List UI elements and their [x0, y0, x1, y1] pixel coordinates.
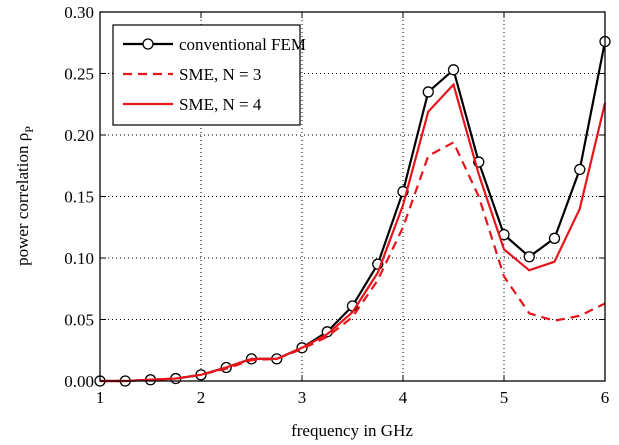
y-tick-label: 0.10 [64, 249, 94, 268]
y-axis-label-main: power correlation ρ [13, 133, 32, 266]
x-tick-label: 6 [601, 388, 610, 407]
data-point [574, 163, 586, 176]
data-point [447, 64, 460, 76]
y-tick-label: 0.00 [64, 372, 94, 391]
legend-label: SME, N = 4 [179, 95, 262, 114]
x-tick-label: 3 [298, 388, 307, 407]
y-tick-label: 0.15 [64, 188, 94, 207]
series-line [100, 82, 607, 383]
y-tick-label: 0.25 [64, 65, 94, 84]
y-axis-label: power correlation ρP [13, 126, 36, 266]
data-point [523, 251, 535, 263]
y-tick-label: 0.05 [64, 311, 94, 330]
y-tick-label: 0.30 [64, 3, 94, 22]
y-axis-label-sub: P [22, 126, 36, 133]
data-point [422, 86, 434, 98]
x-tick-label: 4 [399, 388, 408, 407]
legend-label: SME, N = 3 [179, 65, 261, 84]
series-line [100, 140, 606, 383]
x-tick-label: 1 [96, 388, 105, 407]
data-point [548, 232, 561, 244]
legend-label: conventional FEM [179, 35, 306, 54]
plot-frame [99, 11, 606, 382]
y-tick-label: 0.20 [64, 126, 94, 145]
x-tick-label: 5 [500, 388, 509, 407]
x-tick-label: 2 [197, 388, 206, 407]
x-axis-label: frequency in GHz [291, 421, 413, 440]
legend-marker [142, 38, 154, 50]
